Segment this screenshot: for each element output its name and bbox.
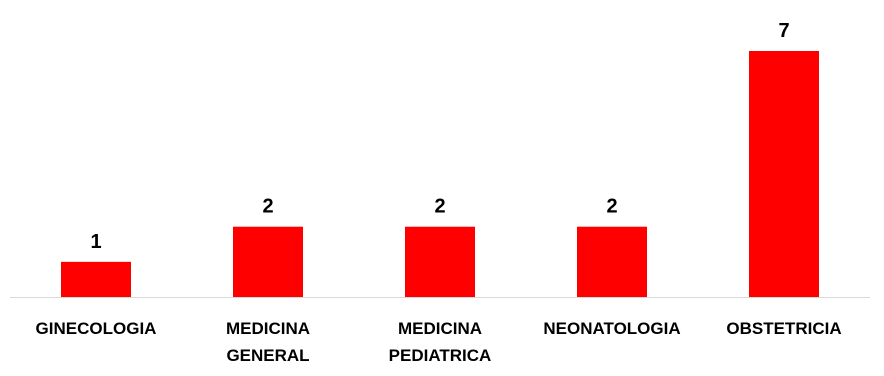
bars-layer [61, 51, 819, 297]
bar-2 [233, 226, 303, 297]
category-label-2: MEDICINA GENERAL [226, 319, 310, 365]
category-label-line: GINECOLOGIA [36, 319, 157, 338]
data-label-1: 1 [90, 231, 101, 253]
category-label-line: MEDICINA [226, 319, 310, 338]
data-label-4: 2 [606, 196, 617, 218]
category-label-1: GINECOLOGIA [36, 319, 157, 338]
category-label-line: PEDIATRICA [389, 346, 492, 365]
data-label-3: 2 [434, 196, 445, 218]
value-labels-layer: 1 2 2 2 7 [90, 20, 789, 253]
category-labels-layer: GINECOLOGIA MEDICINA GENERAL MEDICINA PEDIAT… [36, 319, 842, 365]
category-label-4: NEONATOLOGIA [543, 319, 680, 338]
bar-3 [405, 226, 475, 297]
category-label-line: NEONATOLOGIA [543, 319, 680, 338]
category-label-line: GENERAL [226, 346, 309, 365]
bar-1 [61, 261, 131, 297]
category-label-line: OBSTETRICIA [726, 319, 841, 338]
category-label-3: MEDICINA PEDIATRICA [389, 319, 492, 365]
bar-4 [577, 226, 647, 297]
data-label-2: 2 [262, 196, 273, 218]
data-label-5: 7 [778, 20, 789, 42]
category-label-5: OBSTETRICIA [726, 319, 841, 338]
category-label-line: MEDICINA [398, 319, 482, 338]
bar-5 [749, 51, 819, 297]
